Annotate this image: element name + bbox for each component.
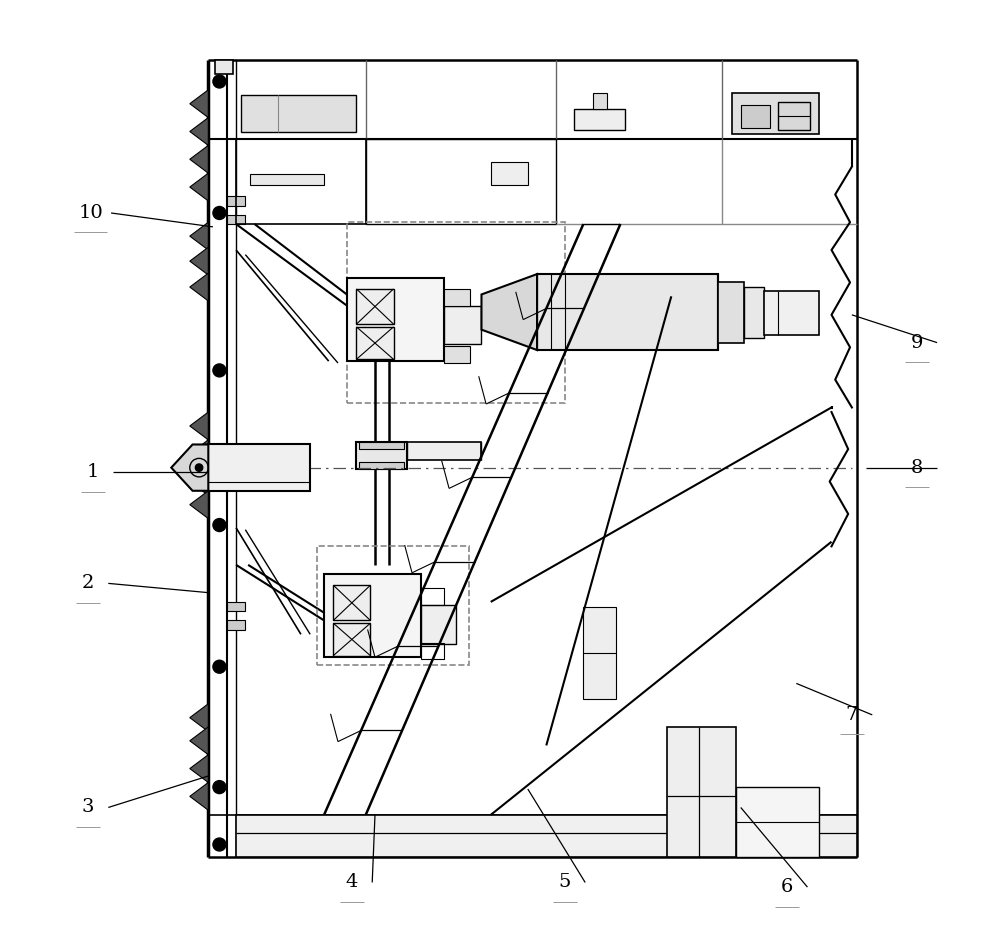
- Polygon shape: [190, 222, 208, 250]
- Text: 7: 7: [846, 706, 858, 724]
- Circle shape: [213, 660, 226, 673]
- Bar: [347, 278, 444, 361]
- Polygon shape: [190, 173, 208, 201]
- Circle shape: [213, 75, 226, 88]
- Bar: [250, 174, 324, 185]
- Bar: [764, 291, 819, 335]
- Bar: [421, 643, 444, 659]
- Polygon shape: [171, 444, 208, 491]
- Text: 9: 9: [910, 333, 923, 352]
- Bar: [227, 620, 245, 630]
- Bar: [227, 602, 245, 611]
- Text: 6: 6: [781, 878, 793, 896]
- Bar: [215, 60, 233, 74]
- Bar: [366, 139, 556, 224]
- Bar: [356, 289, 394, 324]
- Polygon shape: [190, 145, 208, 173]
- Bar: [407, 442, 481, 460]
- Bar: [359, 442, 404, 449]
- Polygon shape: [190, 440, 208, 468]
- Bar: [208, 444, 310, 491]
- Text: 8: 8: [911, 458, 923, 477]
- Bar: [491, 162, 528, 185]
- Bar: [444, 306, 481, 344]
- Bar: [241, 95, 356, 132]
- Bar: [359, 462, 404, 469]
- Polygon shape: [190, 755, 208, 782]
- Polygon shape: [190, 704, 208, 732]
- Polygon shape: [190, 90, 208, 118]
- Polygon shape: [190, 118, 208, 145]
- Bar: [778, 102, 810, 130]
- Text: 4: 4: [346, 873, 358, 892]
- Bar: [667, 727, 736, 857]
- Bar: [444, 346, 470, 363]
- Polygon shape: [481, 274, 537, 350]
- Polygon shape: [190, 468, 208, 495]
- Bar: [324, 574, 421, 657]
- Polygon shape: [190, 412, 208, 440]
- Polygon shape: [190, 782, 208, 810]
- Bar: [744, 287, 764, 338]
- Bar: [317, 546, 469, 665]
- Bar: [236, 139, 366, 224]
- Text: 3: 3: [82, 798, 94, 817]
- Bar: [574, 109, 625, 130]
- Bar: [421, 588, 444, 605]
- Circle shape: [213, 781, 226, 794]
- Bar: [741, 105, 770, 128]
- Bar: [583, 607, 616, 699]
- Bar: [537, 274, 718, 350]
- Bar: [736, 787, 819, 857]
- Bar: [356, 442, 407, 469]
- Bar: [444, 289, 470, 306]
- Bar: [356, 327, 394, 359]
- Bar: [236, 815, 857, 857]
- Polygon shape: [190, 273, 208, 301]
- Text: 2: 2: [82, 574, 94, 593]
- Bar: [347, 222, 565, 403]
- Text: 1: 1: [86, 463, 99, 482]
- Polygon shape: [190, 491, 208, 519]
- Circle shape: [213, 838, 226, 851]
- Bar: [227, 196, 245, 206]
- Bar: [593, 93, 607, 109]
- Bar: [421, 605, 456, 644]
- Circle shape: [213, 364, 226, 377]
- Bar: [333, 585, 370, 620]
- Polygon shape: [190, 247, 208, 275]
- Circle shape: [213, 519, 226, 532]
- Polygon shape: [190, 727, 208, 755]
- Text: 10: 10: [78, 204, 103, 222]
- Bar: [227, 215, 245, 224]
- Circle shape: [195, 464, 203, 471]
- Circle shape: [213, 206, 226, 219]
- Bar: [718, 282, 744, 343]
- Bar: [732, 93, 819, 134]
- Text: 5: 5: [559, 873, 571, 892]
- Bar: [333, 623, 370, 656]
